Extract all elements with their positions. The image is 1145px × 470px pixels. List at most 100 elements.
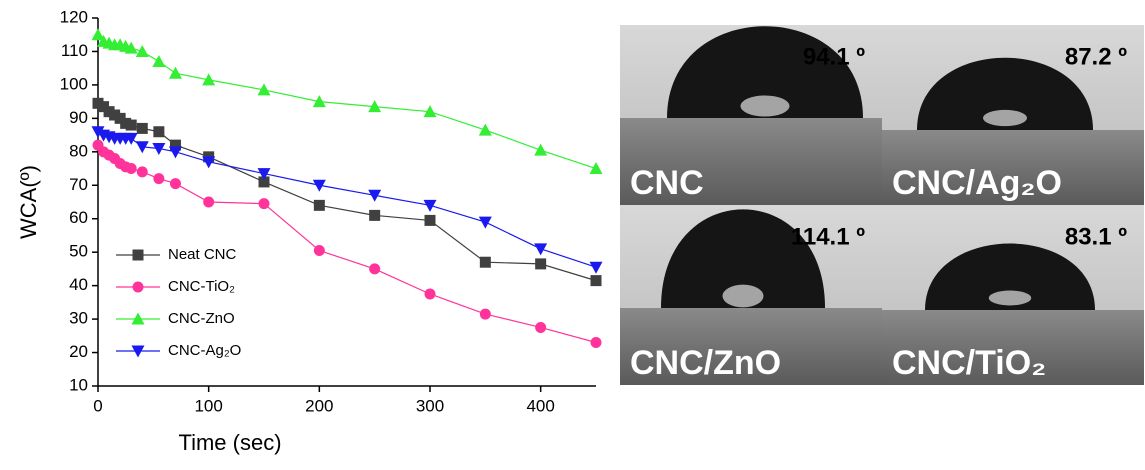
sample-label: CNC/Ag₂O — [892, 164, 1062, 202]
marker — [534, 243, 548, 256]
y-tick-label: 90 — [69, 108, 88, 127]
marker — [369, 263, 381, 275]
x-tick-label: 0 — [93, 396, 102, 415]
marker — [589, 162, 603, 175]
y-tick-label: 10 — [69, 375, 88, 394]
marker — [103, 106, 115, 118]
marker — [479, 256, 491, 268]
marker — [368, 189, 382, 202]
legend-label: Neat CNC — [168, 246, 237, 263]
y-tick-label: 80 — [69, 141, 88, 160]
marker — [152, 54, 166, 67]
sample-label: CNC — [630, 164, 704, 202]
marker — [424, 288, 436, 300]
marker — [535, 321, 547, 333]
photo: 87.2 º CNC/Ag₂O — [882, 25, 1144, 205]
marker — [136, 166, 148, 178]
series — [91, 126, 603, 274]
marker — [258, 198, 270, 210]
droplet — [661, 209, 825, 308]
marker — [203, 196, 215, 208]
marker — [168, 66, 182, 79]
reflection — [983, 109, 1027, 127]
plot: 10 20 30 40 50 60 70 80 90 100 110 120 0 100 200 300 400… — [60, 7, 603, 415]
marker — [312, 95, 326, 108]
angle-label: 83.1 º — [1065, 223, 1127, 250]
angle-label: 94.1 º — [803, 43, 865, 70]
sample-label: CNC/ZnO — [630, 344, 781, 382]
marker — [131, 345, 145, 358]
marker — [136, 122, 148, 134]
marker — [114, 112, 126, 124]
substrate — [620, 118, 882, 205]
series — [92, 139, 602, 349]
legend-label: CNC-ZnO — [168, 310, 235, 327]
substrate — [882, 310, 1144, 385]
marker — [153, 126, 165, 138]
y-tick-label: 60 — [69, 208, 88, 227]
marker — [135, 141, 149, 154]
y-tick-label: 20 — [69, 342, 88, 361]
droplet — [925, 243, 1095, 310]
marker — [535, 258, 547, 270]
marker — [368, 100, 382, 113]
x-axis-label: Time (sec) — [178, 430, 281, 455]
reflection — [740, 95, 790, 117]
marker — [169, 139, 181, 151]
marker — [109, 109, 121, 121]
marker — [132, 281, 144, 293]
marker — [590, 337, 602, 349]
marker — [91, 126, 105, 139]
droplet — [917, 57, 1093, 130]
marker — [369, 209, 381, 221]
marker — [257, 83, 271, 96]
series — [92, 97, 602, 287]
marker — [124, 41, 138, 54]
y-tick-label: 40 — [69, 275, 88, 294]
marker — [202, 73, 216, 86]
marker — [478, 123, 492, 136]
marker — [258, 176, 270, 188]
marker — [423, 105, 437, 118]
sample-label: CNC/TiO₂ — [892, 344, 1046, 382]
marker — [313, 245, 325, 257]
marker — [590, 275, 602, 287]
x-tick-label: 200 — [305, 396, 333, 415]
marker — [132, 249, 144, 261]
y-tick-label: 70 — [69, 175, 88, 194]
y-axis-label: WCA(º) — [16, 165, 41, 239]
photo: 114.1 º CNC/ZnO — [620, 205, 882, 385]
y-tick-label: 120 — [60, 7, 88, 26]
reflection — [988, 290, 1032, 306]
x-tick-label: 300 — [416, 396, 444, 415]
marker — [120, 117, 132, 129]
substrate — [620, 308, 882, 385]
marker — [92, 97, 104, 109]
marker — [312, 179, 326, 192]
reflection — [722, 284, 764, 308]
marker — [125, 119, 137, 131]
marker — [135, 44, 149, 57]
x-tick-label: 100 — [194, 396, 222, 415]
photo-panel: 94.1 º CNC 87.2 º CNC/Ag₂O 114.1 º CNC/ZnO 83.… — [620, 25, 1144, 385]
marker — [168, 146, 182, 159]
y-tick-label: 110 — [61, 41, 88, 60]
angle-label: 114.1 º — [791, 223, 865, 250]
marker — [125, 163, 137, 175]
marker — [152, 142, 166, 155]
marker — [424, 214, 436, 226]
marker — [153, 173, 165, 185]
x-tick-label: 400 — [526, 396, 554, 415]
marker — [98, 101, 110, 113]
marker — [131, 312, 145, 325]
legend-label: CNC-TiO₂ — [168, 278, 235, 295]
substrate — [882, 130, 1144, 205]
marker — [589, 261, 603, 274]
marker — [313, 199, 325, 211]
marker — [169, 178, 181, 190]
legend: Neat CNC CNC-TiO₂ CNC-ZnO CNC-Ag₂O — [116, 246, 241, 359]
marker — [534, 143, 548, 156]
y-tick-label: 100 — [60, 74, 88, 93]
y-tick-label: 30 — [69, 309, 88, 328]
